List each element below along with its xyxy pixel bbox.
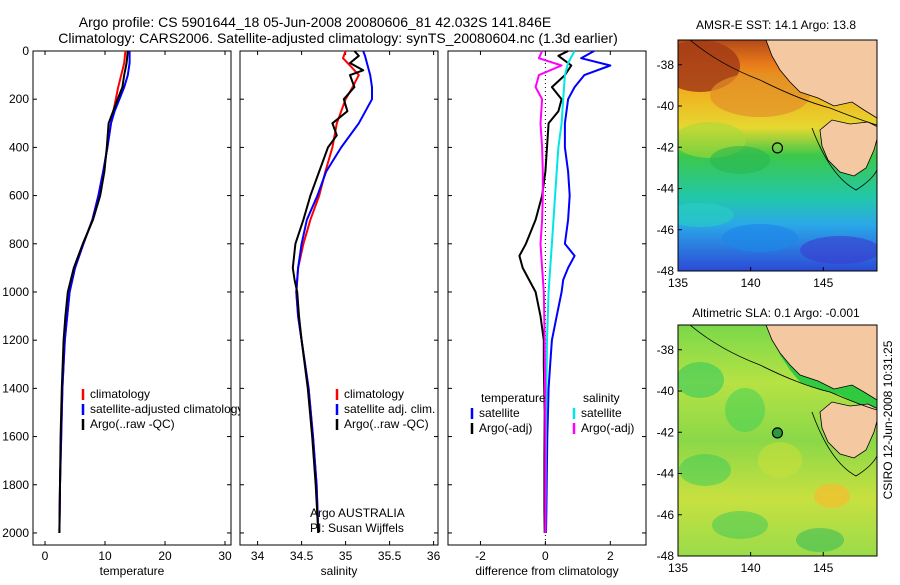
sst-heatmap: [678, 40, 877, 271]
temperature-panel: 0 200 400 600 800 1000 1200 1400 1600 1800 2000 0 10…: [2, 44, 243, 578]
sla-map-frame: [677, 324, 878, 557]
difference-series-salinity-satellite: [544, 50, 576, 534]
temperature-ytick-label: 1800: [2, 478, 29, 492]
salinity-axes-frame: [239, 50, 439, 546]
temperature-ytick-label: 400: [9, 140, 29, 154]
difference-legend-label: Argo(-adj): [479, 421, 532, 435]
sla-profile-marker: [771, 427, 784, 439]
sst-map-frame: [677, 39, 878, 272]
temperature-ytick-label: 2000: [2, 526, 29, 540]
sla-heatmap: [678, 325, 877, 556]
sla_map-ytick-label: -48: [657, 549, 675, 563]
difference-xtick-label: 0: [542, 549, 549, 563]
sst-map-axes: 135 140 145 -38 -40 -42 -44 -46 -48: [657, 58, 834, 290]
temperature-series-argo-raw-qc-: [58, 50, 129, 534]
temperature-xtick-label: 0: [42, 549, 49, 563]
temperature-xtick-label: 10: [98, 549, 112, 563]
sst_map-ytick-label: -44: [657, 182, 675, 196]
salinity-legend-label: climatology: [344, 387, 404, 401]
difference-series-temperature-satellite: [545, 50, 612, 534]
temperature-ytick-label: 600: [9, 189, 29, 203]
temperature-ytick-label: 1600: [2, 430, 29, 444]
temperature-legend-label: satellite-adjusted climatology: [90, 402, 243, 416]
sla_map-xtick-label: 140: [741, 561, 761, 575]
salinity-xlabel: salinity: [321, 564, 358, 578]
sla_map-ytick-label: -42: [657, 425, 675, 439]
sst-profile-marker: [771, 142, 784, 154]
temperature-ytick-label: 800: [9, 237, 29, 251]
sla_map-xtick-label: 135: [668, 561, 688, 575]
sst_map-xtick-label: 140: [741, 276, 761, 290]
difference-legend-header-salinity: salinity: [583, 391, 620, 405]
temperature-legend-label: Argo(..raw -QC): [90, 417, 175, 431]
sla_map-ytick-label: -44: [657, 467, 675, 481]
difference-xlabel: difference from climatology: [475, 564, 618, 578]
temperature-ytick-label: 1400: [2, 381, 29, 395]
sla-map-title: Altimetric SLA: 0.1 Argo: -0.001: [692, 306, 860, 320]
difference-legend-header-temperature: temperature: [481, 391, 546, 405]
footer-stamp: CSIRO 12-Jun-2008 10:31:25: [881, 340, 895, 499]
temperature-ytick-label: 1000: [2, 285, 29, 299]
temperature-xtick-label: 20: [158, 549, 172, 563]
temperature-xtick-label: 30: [218, 549, 232, 563]
temperature-ytick-label: 0: [22, 44, 29, 58]
difference-legend-label: satellite: [581, 406, 622, 420]
salinity-annotation-line: PI: Susan Wijffels: [310, 521, 404, 535]
salinity-panel: 34 34.5 35 35.5 36 salinity climatologysatelli…: [239, 50, 441, 578]
sst_map-ytick-label: -46: [657, 223, 675, 237]
sst_map-ytick-label: -38: [657, 58, 675, 72]
salinity-legend-label: satellite adj. clim.: [344, 402, 435, 416]
sla_map-ytick-label: -40: [657, 384, 675, 398]
temperature-ytick-label: 200: [9, 92, 29, 106]
difference-legend-label: satellite: [479, 406, 520, 420]
header-line-1: Argo profile: CS 5901644_18 05-Jun-2008 …: [79, 14, 552, 30]
salinity-xtick-label: 35: [339, 549, 353, 563]
temperature-xlabel: temperature: [100, 564, 165, 578]
sst_map-ytick-label: -42: [657, 140, 675, 154]
difference-legend-label: Argo(-adj): [581, 421, 634, 435]
temperature-ytick-label: 1200: [2, 333, 29, 347]
sla-map-axes: 135 140 145 -38 -40 -42 -44 -46 -48: [657, 343, 834, 575]
salinity-xtick-label: 34: [251, 549, 265, 563]
sst-map-title: AMSR-E SST: 14.1 Argo: 13.8: [696, 18, 856, 32]
difference-series-temperature-argo-adj-: [518, 50, 573, 534]
salinity-xtick-label: 34.5: [290, 549, 314, 563]
salinity-legend-label: Argo(..raw -QC): [344, 417, 429, 431]
sst_map-ytick-label: -48: [657, 264, 675, 278]
header-line-2: Climatology: CARS2006. Satellite-adjuste…: [58, 30, 618, 46]
sst_map-xtick-label: 135: [668, 276, 688, 290]
difference-series-salinity-argo-adj-: [534, 50, 563, 533]
sla_map-ytick-label: -46: [657, 508, 675, 522]
temperature-legend-label: climatology: [90, 387, 150, 401]
salinity-series-argo-raw-qc-: [291, 50, 365, 534]
sla_map-xtick-label: 145: [813, 561, 833, 575]
temperature-axes-frame: [32, 50, 232, 546]
difference-xtick-label: 2: [607, 549, 614, 563]
sst_map-ytick-label: -40: [657, 99, 675, 113]
sla_map-ytick-label: -38: [657, 343, 675, 357]
sst_map-xtick-label: 145: [813, 276, 833, 290]
salinity-xtick-label: 35.5: [378, 549, 402, 563]
salinity-xtick-label: 36: [427, 549, 441, 563]
salinity-annotation-line: Argo AUSTRALIA: [310, 506, 405, 520]
difference-xtick-label: -2: [475, 549, 486, 563]
